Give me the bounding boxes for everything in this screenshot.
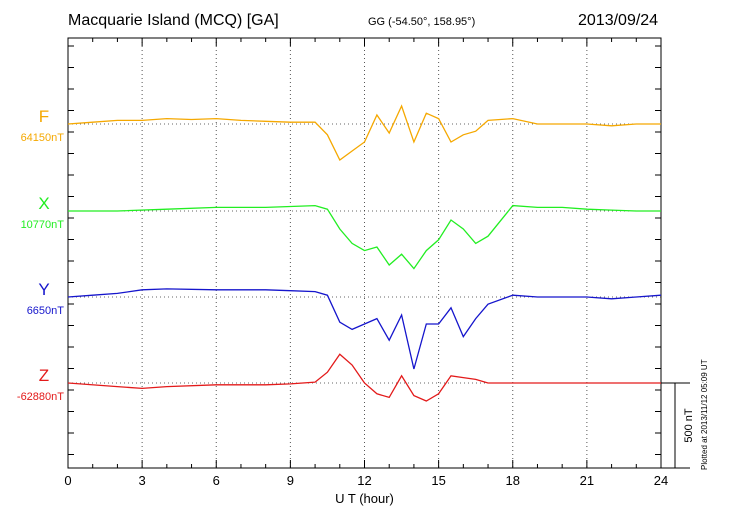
- x-tick-label: 3: [139, 473, 146, 488]
- x-tick-label: 21: [580, 473, 594, 488]
- series-name-f: F: [39, 107, 49, 126]
- x-tick-label: 24: [654, 473, 668, 488]
- series-line-y: [67, 288, 662, 370]
- station-coordinates: GG (-54.50°, 158.95°): [368, 16, 476, 28]
- x-tick-label: 15: [431, 473, 445, 488]
- series-name-z: Z: [39, 366, 49, 385]
- series-name-y: Y: [38, 280, 49, 299]
- series-line-z: [67, 353, 661, 402]
- series-baseline-label-z: -62880nT: [17, 391, 64, 403]
- x-axis-label: U T (hour): [335, 491, 394, 506]
- x-tick-label: 18: [506, 473, 520, 488]
- x-tick-label: 6: [213, 473, 220, 488]
- series-name-x: X: [38, 194, 49, 213]
- series-baseline-label-f: 64150nT: [21, 132, 65, 144]
- series-baseline-label-x: 10770nT: [21, 219, 65, 231]
- series-line-f: [67, 104, 661, 161]
- x-tick-label: 12: [357, 473, 371, 488]
- chart-title: Macquarie Island (MCQ) [GA]: [68, 12, 279, 29]
- series-baseline-label-y: 6650nT: [27, 305, 65, 317]
- x-tick-label: 9: [287, 473, 294, 488]
- series-line-x: [68, 204, 661, 270]
- chart-date: 2013/09/24: [578, 12, 659, 29]
- x-tick-label: 0: [64, 473, 71, 488]
- scale-bar-label: 500 nT: [683, 408, 695, 443]
